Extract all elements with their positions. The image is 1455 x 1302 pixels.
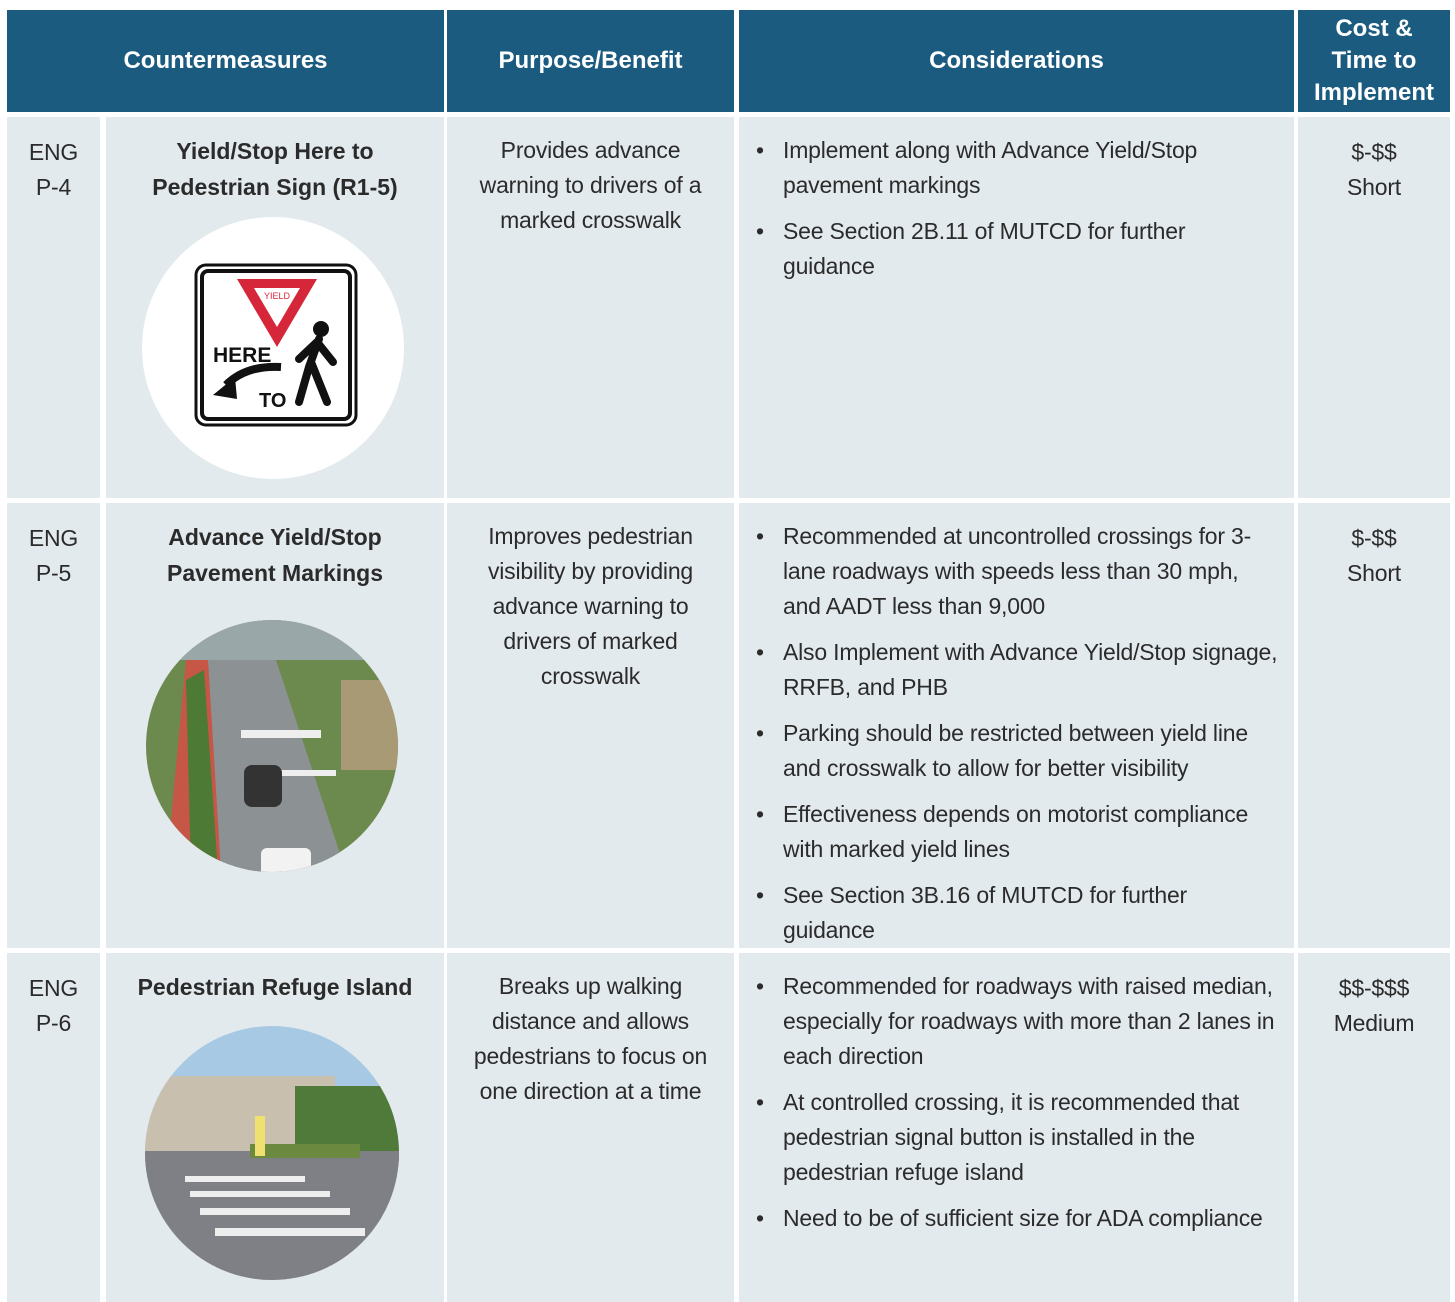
markings-photo — [146, 620, 398, 872]
purpose: Breaks up walking distance and allows pe… — [447, 953, 734, 1302]
considerations-cell: Implement along with Advance Yield/Stop … — [739, 117, 1294, 498]
header-cell: Purpose/Benefit — [447, 10, 734, 112]
header-cell: Cost & Time to Implement — [1298, 10, 1450, 112]
countermeasure-name: Advance Yield/Stop Pavement Markings — [166, 524, 384, 586]
sign-to: TO — [259, 390, 286, 412]
countermeasure-name: Yield/Stop Here to Pedestrian Sign (R1-5… — [152, 138, 398, 200]
consideration: Need to be of sufficient size for ADA co… — [756, 1201, 1280, 1236]
considerations-list: Implement along with Advance Yield/Stop … — [739, 133, 1294, 284]
sign-here: HERE — [213, 344, 271, 367]
consideration: Recommended for roadways with raised med… — [756, 969, 1280, 1074]
consideration: See Section 3B.16 of MUTCD for further g… — [756, 878, 1280, 948]
sign-image: YIELD HERE TO — [142, 217, 404, 479]
considerations-cell: Recommended at uncontrolled crossings fo… — [739, 503, 1294, 948]
consideration: Effectiveness depends on motorist compli… — [756, 797, 1280, 867]
row-id: ENG P-6 — [7, 953, 100, 1302]
cost-line: Short — [1347, 560, 1401, 586]
id-line: ENG — [28, 975, 79, 1001]
id-line: P-4 — [35, 174, 72, 200]
cost-cell: $$-$$$ Medium — [1298, 953, 1450, 1302]
consideration: Parking should be restricted between yie… — [756, 716, 1280, 786]
header-cell: Considerations — [739, 10, 1294, 112]
id-line: ENG — [28, 525, 79, 551]
considerations-list: Recommended at uncontrolled crossings fo… — [739, 519, 1294, 948]
considerations-cell: Recommended for roadways with raised med… — [739, 953, 1294, 1302]
row-id: ENG P-4 — [7, 117, 100, 498]
header-cell: Countermeasures — [7, 10, 444, 112]
purpose: Provides advance warning to drivers of a… — [447, 117, 734, 498]
consideration: Implement along with Advance Yield/Stop … — [756, 133, 1280, 203]
refuge-photo — [145, 1026, 399, 1280]
row-id: ENG P-5 — [7, 503, 100, 948]
cost-line: Medium — [1333, 1010, 1415, 1036]
id-line: ENG — [28, 139, 79, 165]
cost-line: $$-$$$ — [1338, 975, 1410, 1001]
consideration: Recommended at uncontrolled crossings fo… — [756, 519, 1280, 624]
purpose: Improves pedestrian visibility by provid… — [447, 503, 734, 948]
cost-line: $-$$ — [1351, 525, 1397, 551]
cost-line: Short — [1347, 174, 1401, 200]
cost-cell: $-$$ Short — [1298, 117, 1450, 498]
id-line: P-5 — [35, 560, 72, 586]
consideration: Also Implement with Advance Yield/Stop s… — [756, 635, 1280, 705]
consideration: At controlled crossing, it is recommende… — [756, 1085, 1280, 1190]
countermeasure-name: Pedestrian Refuge Island — [137, 974, 413, 1000]
considerations-list: Recommended for roadways with raised med… — [739, 969, 1294, 1236]
id-line: P-6 — [35, 1010, 72, 1036]
cost-cell: $-$$ Short — [1298, 503, 1450, 948]
cost-line: $-$$ — [1351, 139, 1397, 165]
sign-yield: YIELD — [264, 291, 291, 301]
consideration: See Section 2B.11 of MUTCD for further g… — [756, 214, 1280, 284]
